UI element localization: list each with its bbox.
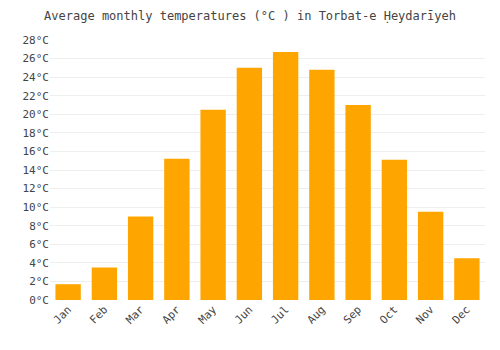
svg-text:Dec: Dec (450, 303, 473, 326)
svg-text:4°C: 4°C (29, 257, 49, 270)
svg-text:Jul: Jul (268, 303, 291, 326)
svg-text:10°C: 10°C (23, 201, 50, 214)
svg-text:26°C: 26°C (23, 52, 50, 65)
svg-text:May: May (196, 303, 220, 327)
svg-text:12°C: 12°C (23, 182, 50, 195)
svg-text:Jun: Jun (232, 303, 255, 326)
svg-text:18°C: 18°C (23, 127, 50, 140)
svg-text:Feb: Feb (87, 303, 110, 326)
svg-text:8°C: 8°C (29, 220, 49, 233)
svg-text:20°C: 20°C (23, 108, 50, 121)
svg-text:22°C: 22°C (23, 90, 50, 103)
svg-text:Apr: Apr (160, 303, 184, 327)
svg-text:Mar: Mar (123, 303, 147, 327)
svg-text:2°C: 2°C (29, 275, 49, 288)
svg-text:0°C: 0°C (29, 294, 49, 307)
svg-text:6°C: 6°C (29, 238, 49, 251)
svg-text:Jan: Jan (51, 303, 74, 326)
svg-text:Average monthly temperatures (: Average monthly temperatures (°C ) in To… (44, 9, 456, 23)
svg-text:Oct: Oct (377, 303, 400, 326)
svg-text:Aug: Aug (305, 303, 328, 326)
svg-text:24°C: 24°C (23, 71, 50, 84)
svg-text:28°C: 28°C (23, 34, 50, 47)
svg-text:Nov: Nov (413, 303, 437, 327)
svg-text:16°C: 16°C (23, 145, 50, 158)
svg-text:Sep: Sep (341, 303, 364, 326)
svg-text:14°C: 14°C (23, 164, 50, 177)
